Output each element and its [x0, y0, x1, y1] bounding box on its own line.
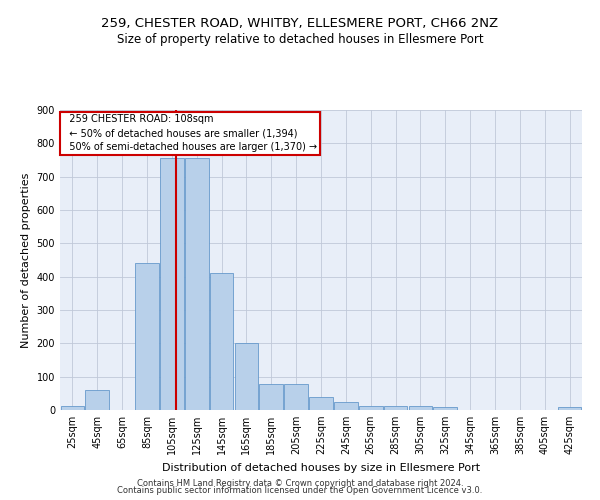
- Bar: [334, 402, 358, 410]
- Text: 259, CHESTER ROAD, WHITBY, ELLESMERE PORT, CH66 2NZ: 259, CHESTER ROAD, WHITBY, ELLESMERE POR…: [101, 18, 499, 30]
- Bar: [259, 384, 283, 410]
- Bar: [409, 406, 432, 410]
- Text: Contains public sector information licensed under the Open Government Licence v3: Contains public sector information licen…: [118, 486, 482, 495]
- Bar: [210, 274, 233, 410]
- Bar: [61, 406, 84, 410]
- Bar: [309, 396, 333, 410]
- Text: Size of property relative to detached houses in Ellesmere Port: Size of property relative to detached ho…: [116, 32, 484, 46]
- X-axis label: Distribution of detached houses by size in Ellesmere Port: Distribution of detached houses by size …: [162, 462, 480, 472]
- Bar: [558, 408, 581, 410]
- Bar: [433, 406, 457, 410]
- Bar: [235, 344, 258, 410]
- Y-axis label: Number of detached properties: Number of detached properties: [21, 172, 31, 348]
- Bar: [384, 406, 407, 410]
- Text: Contains HM Land Registry data © Crown copyright and database right 2024.: Contains HM Land Registry data © Crown c…: [137, 478, 463, 488]
- Bar: [135, 264, 159, 410]
- Text: 259 CHESTER ROAD: 108sqm
  ← 50% of detached houses are smaller (1,394)
  50% of: 259 CHESTER ROAD: 108sqm ← 50% of detach…: [62, 114, 317, 152]
- Bar: [160, 158, 184, 410]
- Bar: [359, 406, 383, 410]
- Bar: [85, 390, 109, 410]
- Bar: [284, 384, 308, 410]
- Bar: [185, 158, 209, 410]
